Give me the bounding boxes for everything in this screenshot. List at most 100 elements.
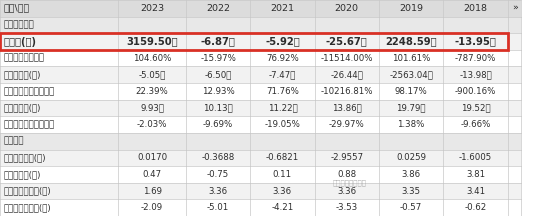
Text: 每股资本公积金(元): 每股资本公积金(元) — [3, 187, 51, 195]
Text: -13.95亿: -13.95亿 — [454, 37, 497, 46]
Bar — [0, 83, 118, 100]
Text: 3.41: 3.41 — [466, 187, 485, 195]
Text: 扣非净利润同比增长率: 扣非净利润同比增长率 — [3, 87, 54, 96]
Text: -11514.00%: -11514.00% — [321, 54, 373, 63]
Bar — [118, 166, 186, 183]
Bar — [0, 183, 118, 199]
Bar — [315, 166, 379, 183]
Bar — [379, 183, 443, 199]
Text: 营业总收入同比增长率: 营业总收入同比增长率 — [3, 120, 54, 129]
Bar — [379, 50, 443, 67]
Bar — [118, 149, 186, 166]
Bar — [186, 83, 250, 100]
Text: -9.66%: -9.66% — [460, 120, 491, 129]
Text: -9.69%: -9.69% — [203, 120, 233, 129]
Bar — [118, 67, 186, 83]
Bar — [250, 33, 315, 50]
Text: 2020: 2020 — [335, 4, 359, 13]
Bar — [118, 116, 186, 133]
Bar — [443, 183, 508, 199]
Text: -0.57: -0.57 — [400, 203, 422, 212]
Bar — [379, 67, 443, 83]
Bar — [379, 100, 443, 116]
Text: 76.92%: 76.92% — [266, 54, 299, 63]
Bar — [508, 0, 521, 17]
Bar — [118, 50, 186, 67]
Bar — [186, 199, 250, 216]
Bar — [250, 166, 315, 183]
Bar — [315, 149, 379, 166]
Text: 0.0170: 0.0170 — [137, 153, 167, 162]
Text: -6.87亿: -6.87亿 — [201, 37, 235, 46]
Bar — [315, 133, 379, 149]
Bar — [379, 33, 443, 50]
Text: 12.93%: 12.93% — [202, 87, 234, 96]
Text: 成长能力指标: 成长能力指标 — [3, 21, 34, 29]
Bar — [250, 116, 315, 133]
Text: 3.35: 3.35 — [402, 187, 421, 195]
Text: 2248.59万: 2248.59万 — [386, 37, 437, 46]
Bar — [250, 0, 315, 17]
Text: 11.22亿: 11.22亿 — [267, 103, 298, 113]
Bar — [186, 67, 250, 83]
Bar — [315, 17, 379, 33]
Bar — [250, 100, 315, 116]
Text: 扣非净利润(元): 扣非净利润(元) — [3, 70, 41, 79]
Bar — [443, 199, 508, 216]
Text: 13.86亿: 13.86亿 — [332, 103, 362, 113]
Bar — [118, 83, 186, 100]
Text: 0.11: 0.11 — [273, 170, 292, 179]
Bar — [0, 50, 118, 67]
Text: -29.97%: -29.97% — [329, 120, 365, 129]
Text: 98.17%: 98.17% — [395, 87, 427, 96]
Bar — [379, 199, 443, 216]
Text: -900.16%: -900.16% — [455, 87, 496, 96]
Text: 0.0259: 0.0259 — [396, 153, 426, 162]
Bar — [443, 33, 508, 50]
Text: -0.62: -0.62 — [464, 203, 487, 212]
Text: 每股指标: 每股指标 — [3, 137, 24, 146]
Text: 2021: 2021 — [271, 4, 294, 13]
Bar — [250, 67, 315, 83]
Text: -10216.81%: -10216.81% — [321, 87, 373, 96]
Text: -787.90%: -787.90% — [455, 54, 496, 63]
Text: »: » — [512, 4, 518, 13]
Bar — [315, 116, 379, 133]
Bar — [443, 100, 508, 116]
Text: 3.86: 3.86 — [402, 170, 421, 179]
Bar — [315, 0, 379, 17]
Bar — [250, 199, 315, 216]
Bar — [443, 116, 508, 133]
Text: -19.05%: -19.05% — [265, 120, 300, 129]
Bar — [315, 33, 379, 50]
Bar — [0, 100, 118, 116]
Bar — [0, 17, 118, 33]
Bar — [379, 17, 443, 33]
Bar — [315, 50, 379, 67]
Bar — [0, 199, 118, 216]
Text: -2.03%: -2.03% — [137, 120, 167, 129]
Text: 净利润同比增长率: 净利润同比增长率 — [3, 54, 45, 63]
Text: 3.36: 3.36 — [273, 187, 292, 195]
Text: -25.67亿: -25.67亿 — [326, 37, 367, 46]
Text: -13.98亿: -13.98亿 — [459, 70, 492, 79]
Bar — [186, 166, 250, 183]
Bar — [315, 100, 379, 116]
Text: 2022: 2022 — [206, 4, 230, 13]
Bar — [508, 133, 521, 149]
Text: 0.88: 0.88 — [337, 170, 356, 179]
Bar — [186, 116, 250, 133]
Bar — [508, 166, 521, 183]
Bar — [186, 183, 250, 199]
Text: -26.44亿: -26.44亿 — [331, 70, 363, 79]
Bar — [186, 50, 250, 67]
Text: 每股净资产(元): 每股净资产(元) — [3, 170, 41, 179]
Text: 9.93亿: 9.93亿 — [140, 103, 164, 113]
Text: -5.05亿: -5.05亿 — [139, 70, 166, 79]
Bar — [0, 116, 118, 133]
Bar — [0, 67, 118, 83]
Bar — [379, 0, 443, 17]
Bar — [315, 83, 379, 100]
Bar — [250, 83, 315, 100]
Bar — [0, 149, 118, 166]
